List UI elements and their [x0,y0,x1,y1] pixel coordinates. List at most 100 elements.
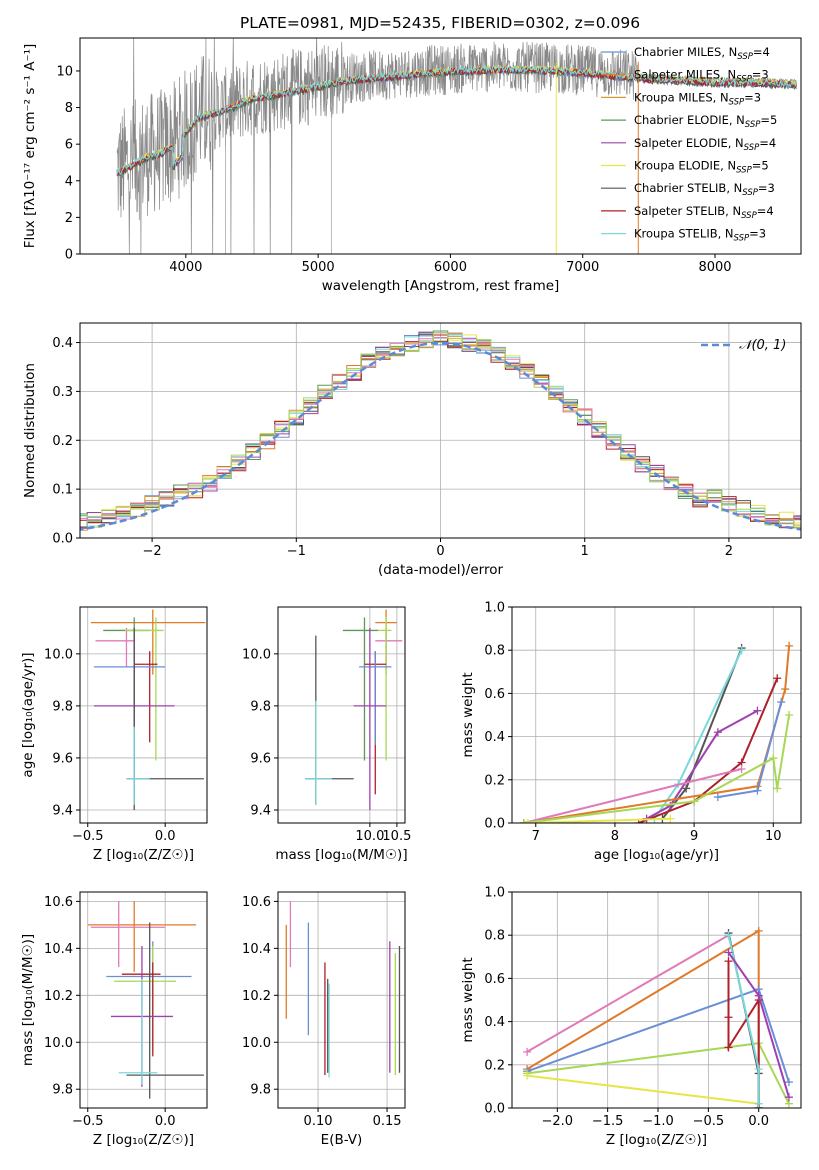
plot-background [80,607,207,823]
legend-label: Kroupa STELIB, NSSP=3 [634,227,766,244]
x-tick-label: −1.5 [592,1114,624,1129]
plot-area-mass_vs_Z [87,901,204,1099]
plot-area-spectrum [116,38,798,254]
y-tick-label: 0.2 [484,1058,505,1073]
y-tick-label: 0.0 [484,1102,505,1117]
legend-label: 𝒩(0, 1) [739,338,786,353]
grid [80,892,207,1108]
x-tick-label: −2 [143,544,162,559]
series-marker [781,685,790,694]
series-marker [753,786,762,795]
panel-residuals: −2 −1 0 1 2 0.0 0.1 0.2 0.3 0.4 (data-model)/error… [22,322,802,578]
y-tick-label: 6 [65,138,73,153]
y-tick-label: 0.2 [52,434,73,449]
series-marker [523,1047,532,1056]
legend-label-tail: =4 [753,45,770,59]
gaussian-curve [80,341,801,531]
x-axis-label: Z [log₁₀(Z/Z☉)] [93,1132,194,1148]
series-marker [724,957,733,966]
y-tick-label: 9.4 [250,803,271,818]
legend-label-main: Salpeter STELIB, N [634,204,741,218]
x-tick-label: 1 [581,544,589,559]
series-marker [713,793,722,802]
model-spectrum-line [116,64,797,176]
mass-weight-series [527,817,671,823]
axes-overlay: −0.5 0.0 9.8 10.0 10.2 10.4 10.6 Z [log₁₀(Z/Z☉)… [20,891,208,1148]
mass-weight-series [526,934,730,1053]
axes-frame [277,891,406,1109]
panel-age_vs_Z: −0.5 0.0 9.4 9.6 9.8 10.0 Z [log₁₀(Z/Z☉)] age [… [20,606,208,863]
series-marker [785,711,794,719]
legend-label-main: Salpeter ELODIE, N [634,136,744,150]
residual-histogram [80,332,801,528]
legend-label: Chabrier MILES, NSSP=4 [634,45,770,62]
legend-label-tail: =4 [757,204,774,218]
mass-weight-series [646,709,758,820]
x-tick-label: 0.10 [304,1114,333,1129]
x-axis-label: Z [log₁₀(Z/Z☉)] [93,847,194,863]
x-axis-label: wavelength [Angstrom, rest frame] [322,278,560,294]
x-tick-label: 0.15 [373,1114,402,1129]
y-tick-label: 9.6 [250,751,271,766]
series-marker [523,819,532,823]
y-tick-label: 0.3 [52,385,73,400]
x-tick-label: 7000 [566,260,599,275]
legend-label-tail: =5 [752,159,769,173]
y-tick-label: 9.8 [52,699,73,714]
x-axis-label: mass [log₁₀(M/M☉)] [275,847,407,863]
legend-label-tail: =3 [744,90,761,104]
legend-label-sub: SSP [737,52,753,62]
x-axis-label: E(B-V) [321,1132,363,1148]
y-tick-label: 0.4 [484,1015,505,1030]
plot-area-mw_vs_age [519,641,794,823]
x-tick-label: −0.5 [72,1114,104,1129]
x-tick-label: 10.0 [355,829,384,844]
mass-weight-series [526,1074,759,1105]
y-tick-label: 0.8 [484,644,505,659]
series-marker [784,1093,793,1102]
y-tick-label: 0.0 [52,532,73,547]
x-axis-label: Z [log₁₀(Z/Z☉)] [606,1132,707,1148]
legend-label: Kroupa ELODIE, NSSP=5 [634,159,769,176]
legend-label-main: Chabrier MILES, N [634,45,737,59]
y-tick-label: 10.6 [44,895,73,910]
x-tick-label: 4000 [169,260,202,275]
series-marker [682,784,691,793]
series-marker [690,797,699,806]
x-tick-label: 0.0 [155,1114,176,1129]
y-tick-label: 0 [65,248,73,263]
series-marker [519,819,528,823]
axes-overlay: −2.0 −1.5 −1.0 −0.5 0.0 0.0 0.2 0.4 0.6 0.8 1.0 Z [… [460,886,802,1148]
series-marker [754,991,763,1000]
legend-label: Kroupa MILES, NSSP=3 [634,90,761,107]
legend-label-main: Salpeter MILES, N [634,68,736,82]
y-tick-label: 10.0 [44,1036,73,1051]
y-tick-label: 0.1 [52,483,73,498]
x-tick-label: 0.0 [155,829,176,844]
y-tick-label: 10.4 [44,942,73,957]
y-tick-label: 8 [65,101,73,116]
series-marker [724,948,733,957]
legend-label: Salpeter STELIB, NSSP=4 [634,204,774,221]
y-axis-label: Flux [fλ10⁻¹⁷ erg cm⁻² s⁻¹ A⁻¹] [22,44,38,249]
panel-mw_vs_age: 7 8 9 10 0.0 0.2 0.4 0.6 0.8 1.0 age [log₁₀(age/yr… [460,601,802,863]
x-tick-label: 10 [765,829,782,844]
y-tick-label: 1.0 [484,601,505,616]
x-tick-label: −2.0 [542,1114,574,1129]
series-marker [777,698,786,707]
series-marker [713,728,722,737]
y-tick-label: 10 [56,64,73,79]
axes-frame [79,891,208,1109]
y-tick-label: 0.6 [484,687,505,702]
axes-overlay: 7 8 9 10 0.0 0.2 0.4 0.6 0.8 1.0 age [log₁₀(age/yr… [460,601,802,863]
x-tick-label: 8 [611,829,619,844]
y-tick-label: 0.4 [484,730,505,745]
legend-label-main: Kroupa MILES, N [634,90,729,104]
series-marker [754,1099,763,1108]
legend-label-main: Chabrier ELODIE, N [634,113,745,127]
panel-mw_vs_Z: −2.0 −1.5 −1.0 −0.5 0.0 0.0 0.2 0.4 0.6 0.8 1.0 Z [… [460,886,802,1148]
legend-label-sub: SSP [745,120,761,130]
legend-label: Chabrier ELODIE, NSSP=5 [634,113,777,130]
mass-weight-series [638,677,779,823]
